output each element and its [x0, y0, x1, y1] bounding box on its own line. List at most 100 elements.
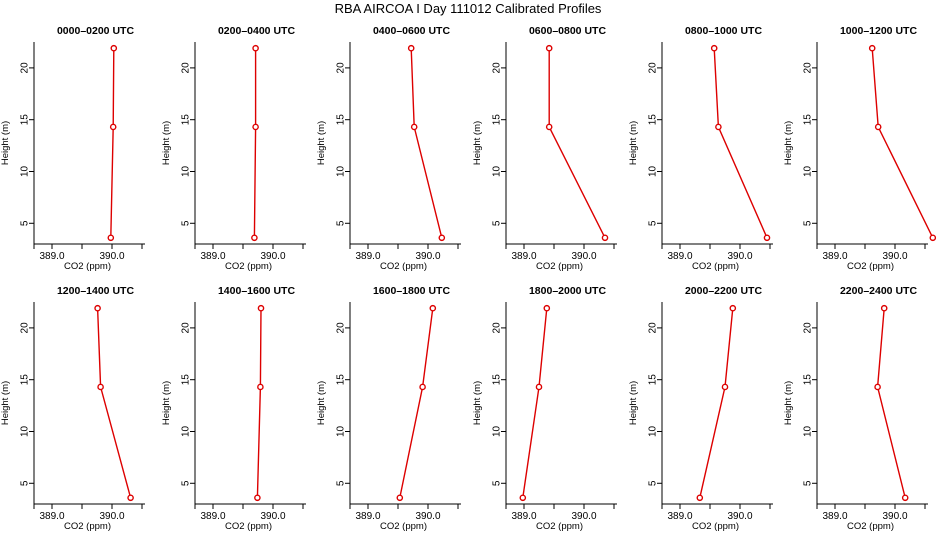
data-point	[696, 494, 704, 502]
y-tick-label: 20	[336, 62, 347, 74]
y-tick-label: 15	[181, 374, 192, 386]
series-line	[713, 48, 768, 239]
y-axis-label: Height (m)	[316, 381, 327, 425]
y-tick-label: 20	[181, 322, 192, 334]
data-point	[763, 234, 771, 242]
panel-title: 0200–0400 UTC	[218, 25, 295, 37]
data-point	[257, 383, 264, 391]
y-tick-label: 15	[803, 114, 814, 126]
x-tick-label: 390.0	[260, 251, 285, 262]
y-axis-label: Height (m)	[628, 381, 639, 425]
y-tick-label: 5	[648, 220, 659, 226]
y-tick-label: 10	[648, 165, 659, 177]
data-point	[429, 304, 437, 312]
page-title: RBA AIRCOA I Day 111012 Calibrated Profi…	[334, 1, 602, 16]
series-line	[699, 308, 734, 498]
x-axis-label: CO2 (ppm)	[64, 521, 111, 532]
y-tick-label: 15	[648, 114, 659, 126]
x-axis-label: CO2 (ppm)	[225, 261, 272, 272]
data-point	[94, 304, 101, 312]
data-point	[127, 494, 134, 502]
panel-title: 1800–2000 UTC	[529, 285, 606, 297]
data-point	[710, 44, 718, 52]
y-tick-label: 5	[20, 480, 31, 486]
y-tick-label: 10	[20, 425, 31, 437]
y-tick-label: 20	[336, 322, 347, 334]
x-axis-label: CO2 (ppm)	[847, 521, 894, 532]
x-tick-label: 389.0	[200, 251, 225, 262]
data-point	[901, 494, 909, 502]
x-tick-label: 390.0	[99, 251, 124, 262]
y-tick-label: 5	[336, 480, 347, 486]
x-axis-label: CO2 (ppm)	[536, 261, 583, 272]
x-axis-label: CO2 (ppm)	[692, 521, 739, 532]
data-point	[874, 383, 881, 391]
x-tick-label: 390.0	[571, 511, 596, 522]
y-tick-label: 10	[803, 165, 814, 177]
y-tick-label: 15	[648, 374, 659, 386]
data-point	[715, 123, 722, 131]
y-axis-label: Height (m)	[0, 381, 11, 425]
y-axis-label: Height (m)	[0, 121, 11, 165]
y-tick-label: 5	[803, 480, 814, 486]
y-axis-label: Height (m)	[628, 121, 639, 165]
y-tick-label: 5	[181, 220, 192, 226]
y-tick-label: 20	[648, 62, 659, 74]
series-line	[410, 48, 443, 238]
panel-title: 1200–1400 UTC	[57, 285, 134, 297]
data-point	[109, 123, 117, 131]
y-tick-label: 10	[336, 165, 347, 177]
panel-title: 0400–0600 UTC	[373, 25, 450, 37]
y-tick-label: 15	[20, 114, 31, 126]
x-tick-label: 390.0	[727, 251, 752, 262]
x-tick-label: 389.0	[511, 251, 536, 262]
x-axis-label: CO2 (ppm)	[692, 261, 739, 272]
y-tick-label: 5	[803, 220, 814, 226]
y-tick-label: 10	[492, 425, 503, 437]
panel-title: 2000–2200 UTC	[685, 285, 762, 297]
y-axis-label: Height (m)	[161, 121, 172, 165]
panel-title: 0600–0800 UTC	[529, 25, 606, 37]
x-tick-label: 390.0	[571, 251, 596, 262]
y-tick-label: 10	[648, 425, 659, 437]
x-tick-label: 389.0	[200, 511, 225, 522]
data-point	[396, 494, 404, 502]
y-tick-label: 20	[492, 62, 503, 74]
y-axis-label: Height (m)	[783, 121, 794, 165]
panel-title: 1400–1600 UTC	[218, 285, 295, 297]
x-tick-label: 389.0	[39, 511, 64, 522]
series-line	[256, 308, 262, 498]
panel-title: 1600–1800 UTC	[373, 285, 450, 297]
x-tick-label: 390.0	[99, 511, 124, 522]
panel-title: 0000–0200 UTC	[57, 25, 134, 37]
y-axis-label: Height (m)	[161, 381, 172, 425]
y-axis-label: Height (m)	[472, 121, 483, 165]
data-point	[252, 123, 259, 131]
data-point	[874, 123, 882, 131]
data-point	[97, 383, 104, 391]
data-point	[929, 234, 936, 242]
y-tick-label: 20	[803, 62, 814, 74]
x-tick-label: 389.0	[822, 511, 847, 522]
series-line	[871, 48, 934, 239]
y-axis-label: Height (m)	[316, 121, 327, 165]
x-tick-label: 389.0	[667, 511, 692, 522]
data-point	[535, 383, 543, 391]
x-tick-label: 389.0	[667, 251, 692, 262]
x-tick-label: 390.0	[727, 511, 752, 522]
series-line	[96, 308, 132, 498]
y-tick-label: 20	[20, 322, 31, 334]
data-point	[419, 383, 426, 391]
data-point	[543, 304, 551, 312]
y-tick-label: 5	[492, 480, 503, 486]
y-tick-label: 10	[336, 425, 347, 437]
x-tick-label: 389.0	[511, 511, 536, 522]
panel-title: 1000–1200 UTC	[840, 25, 917, 37]
y-tick-label: 15	[20, 374, 31, 386]
x-tick-label: 390.0	[882, 251, 907, 262]
data-point	[254, 494, 261, 502]
y-tick-label: 10	[492, 165, 503, 177]
data-point	[410, 123, 418, 131]
series-line	[548, 48, 606, 239]
